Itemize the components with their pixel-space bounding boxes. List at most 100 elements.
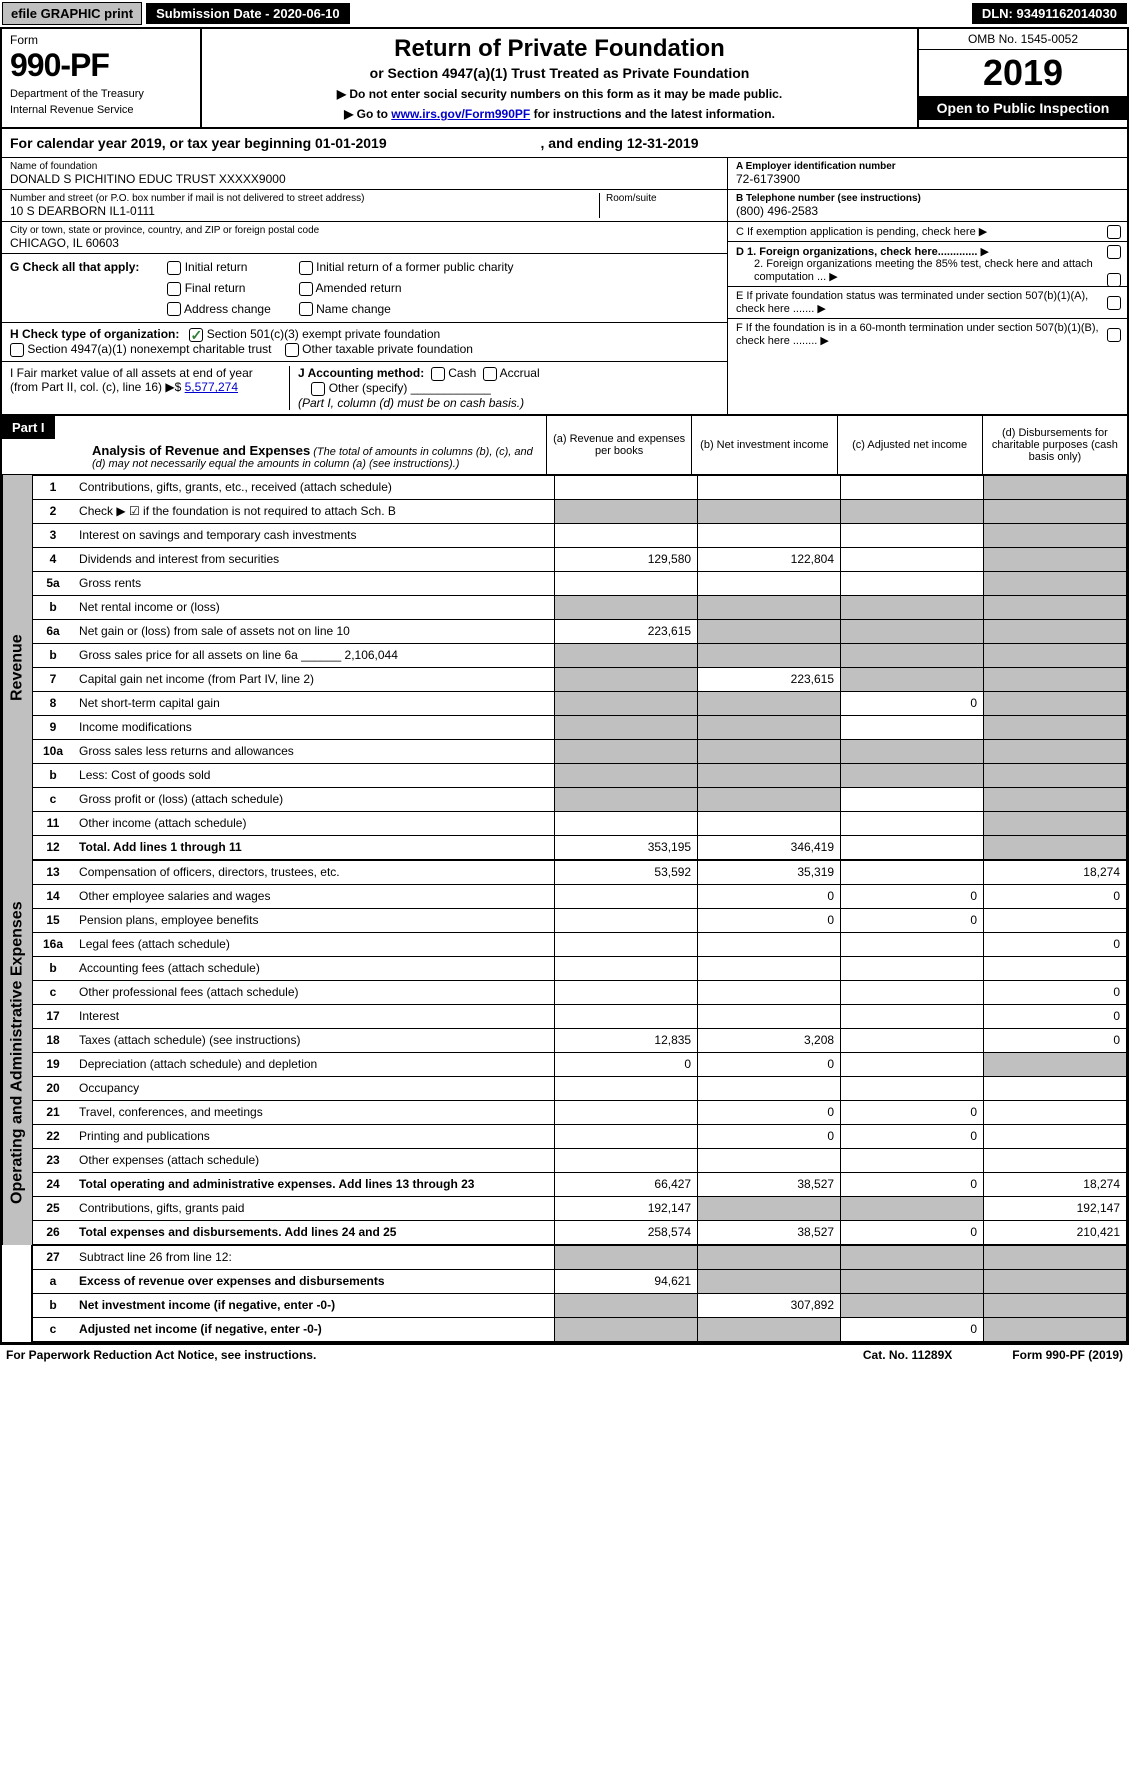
- line-description: Other professional fees (attach schedule…: [73, 980, 555, 1004]
- amount-col-a: [555, 643, 698, 667]
- checkbox-other-method[interactable]: [311, 382, 325, 396]
- col-d-header: (d) Disbursements for charitable purpose…: [983, 416, 1127, 474]
- amount-col-a: [555, 1148, 698, 1172]
- irs-link[interactable]: www.irs.gov/Form990PF: [391, 107, 530, 121]
- amount-col-d: [984, 835, 1127, 859]
- checkbox-501c3[interactable]: [189, 328, 203, 342]
- line-description: Depreciation (attach schedule) and deple…: [73, 1052, 555, 1076]
- checkbox-amended[interactable]: [299, 282, 313, 296]
- checkbox-address-change[interactable]: [167, 302, 181, 316]
- line-number: 27: [33, 1245, 74, 1269]
- line-number: 3: [33, 523, 74, 547]
- line-description: Capital gain net income (from Part IV, l…: [73, 667, 555, 691]
- amount-col-b: [698, 811, 841, 835]
- name-label: Name of foundation: [10, 161, 719, 172]
- line-number: 12: [33, 835, 74, 859]
- table-row: 5aGross rents: [33, 571, 1127, 595]
- line-description: Gross sales less returns and allowances: [73, 739, 555, 763]
- amount-col-a: [555, 571, 698, 595]
- line-description: Adjusted net income (if negative, enter …: [73, 1317, 555, 1341]
- name-value: DONALD S PICHITINO EDUC TRUST XXXXX9000: [10, 172, 719, 186]
- amount-col-c: [841, 1196, 984, 1220]
- checkbox-former-public[interactable]: [299, 261, 313, 275]
- line-number: 20: [33, 1076, 74, 1100]
- table-row: 22Printing and publications00: [33, 1124, 1127, 1148]
- table-row: bLess: Cost of goods sold: [33, 763, 1127, 787]
- table-row: 4Dividends and interest from securities1…: [33, 547, 1127, 571]
- col-c-header: (c) Adjusted net income: [838, 416, 983, 474]
- line-number: 11: [33, 811, 74, 835]
- checkbox-4947[interactable]: [10, 343, 24, 357]
- instruction-link: ▶ Go to www.irs.gov/Form990PF for instru…: [208, 107, 911, 121]
- checkbox-accrual[interactable]: [483, 367, 497, 381]
- table-row: cAdjusted net income (if negative, enter…: [33, 1317, 1127, 1341]
- line-description: Accounting fees (attach schedule): [73, 956, 555, 980]
- line-number: 21: [33, 1100, 74, 1124]
- amount-col-d: [984, 499, 1127, 523]
- amount-col-b: 0: [698, 1052, 841, 1076]
- checkbox-d1[interactable]: [1107, 245, 1121, 259]
- checkbox-name-change[interactable]: [299, 302, 313, 316]
- table-row: 13Compensation of officers, directors, t…: [33, 860, 1127, 884]
- table-row: 20Occupancy: [33, 1076, 1127, 1100]
- amount-col-d: [984, 1317, 1127, 1341]
- amount-col-b: 223,615: [698, 667, 841, 691]
- amount-col-c: [841, 787, 984, 811]
- line-number: b: [33, 1293, 74, 1317]
- checkbox-cash[interactable]: [431, 367, 445, 381]
- checkbox-e[interactable]: [1107, 296, 1121, 310]
- line-description: Total. Add lines 1 through 11: [73, 835, 555, 859]
- section-g: G Check all that apply: Initial return F…: [2, 254, 727, 323]
- amount-col-c: [841, 547, 984, 571]
- amount-col-b: [698, 739, 841, 763]
- checkbox-c[interactable]: [1107, 225, 1121, 239]
- amount-col-a: [555, 908, 698, 932]
- amount-col-b: [698, 619, 841, 643]
- line-number: 6a: [33, 619, 74, 643]
- i-value[interactable]: 5,577,274: [185, 380, 238, 394]
- calyear-end: 12-31-2019: [627, 135, 699, 151]
- revenue-side-label: Revenue: [2, 475, 32, 860]
- amount-col-a: [555, 1245, 698, 1269]
- checkbox-final-return[interactable]: [167, 282, 181, 296]
- line-number: 22: [33, 1124, 74, 1148]
- amount-col-c: [841, 667, 984, 691]
- expenses-side-label: Operating and Administrative Expenses: [2, 860, 32, 1245]
- tel-value: (800) 496-2583: [736, 204, 1119, 218]
- amount-col-a: [555, 667, 698, 691]
- line-description: Excess of revenue over expenses and disb…: [73, 1269, 555, 1293]
- info-right: A Employer identification number 72-6173…: [727, 158, 1127, 414]
- table-row: bNet investment income (if negative, ent…: [33, 1293, 1127, 1317]
- amount-col-b: [698, 475, 841, 499]
- checkbox-d2[interactable]: [1107, 273, 1121, 287]
- amount-col-d: [984, 739, 1127, 763]
- amount-col-d: [984, 956, 1127, 980]
- amount-col-b: [698, 980, 841, 1004]
- line-description: Interest: [73, 1004, 555, 1028]
- addr-label: Number and street (or P.O. box number if…: [10, 193, 599, 204]
- amount-col-b: [698, 715, 841, 739]
- table-row: 26Total expenses and disbursements. Add …: [33, 1220, 1127, 1244]
- amount-col-d: [984, 811, 1127, 835]
- line-number: 1: [33, 475, 74, 499]
- checkbox-f[interactable]: [1107, 328, 1121, 342]
- line-number: c: [33, 1317, 74, 1341]
- amount-col-c: [841, 811, 984, 835]
- checkbox-other-taxable[interactable]: [285, 343, 299, 357]
- amount-col-c: [841, 739, 984, 763]
- amount-col-d: [984, 667, 1127, 691]
- amount-col-d: [984, 908, 1127, 932]
- line-description: Occupancy: [73, 1076, 555, 1100]
- address-row: Number and street (or P.O. box number if…: [2, 190, 727, 222]
- efile-print-button[interactable]: efile GRAPHIC print: [2, 2, 142, 25]
- dept-treasury: Department of the Treasury: [10, 88, 192, 100]
- line-number: 9: [33, 715, 74, 739]
- table-row: cOther professional fees (attach schedul…: [33, 980, 1127, 1004]
- e-text: E If private foundation status was termi…: [736, 290, 1088, 315]
- line-description: Other expenses (attach schedule): [73, 1148, 555, 1172]
- amount-col-c: [841, 932, 984, 956]
- checkbox-initial-return[interactable]: [167, 261, 181, 275]
- amount-col-d: 0: [984, 980, 1127, 1004]
- calendar-year-row: For calendar year 2019, or tax year begi…: [2, 129, 1127, 158]
- amount-col-d: [984, 763, 1127, 787]
